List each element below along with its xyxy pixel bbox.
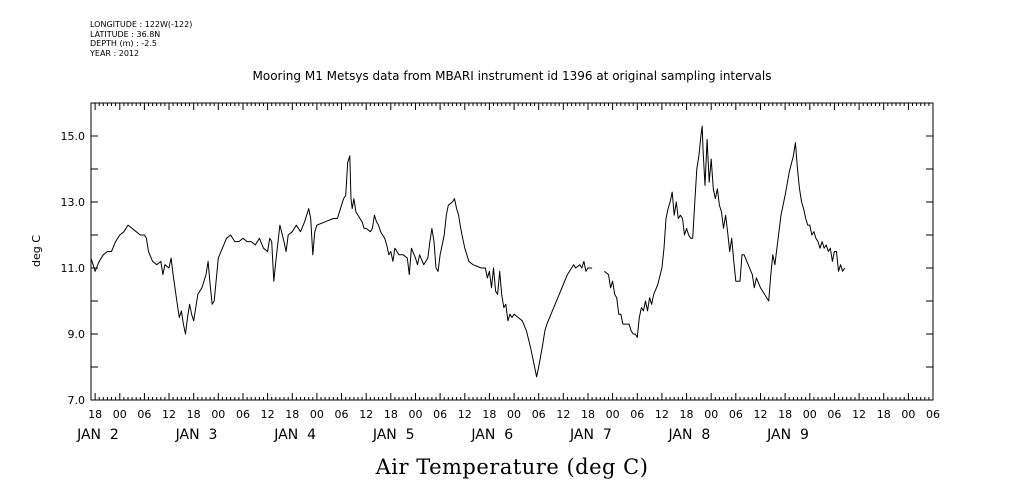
longitude-text: LONGITUDE : 122W(-122) (90, 20, 193, 29)
x-hour-label: 00 (408, 408, 422, 421)
x-hour-label: 12 (753, 408, 767, 421)
x-hour-label: 00 (803, 408, 817, 421)
x-hour-label: 06 (729, 408, 743, 421)
metadata-block: LONGITUDE : 122W(-122) LATITUDE : 36.8N … (90, 20, 192, 58)
x-hour-label: 18 (384, 408, 398, 421)
x-hour-label: 00 (113, 408, 127, 421)
x-hour-label: 00 (211, 408, 225, 421)
x-hour-label: 00 (310, 408, 324, 421)
x-hour-label: 18 (778, 408, 792, 421)
x-hour-label: 18 (187, 408, 201, 421)
x-hour-label: 12 (556, 408, 570, 421)
x-day-label: JAN 3 (175, 427, 218, 443)
x-hour-label: 12 (852, 408, 866, 421)
x-hour-label: 06 (335, 408, 349, 421)
minor-ticks (90, 103, 934, 400)
series-group (90, 125, 846, 378)
x-hour-label: 00 (704, 408, 718, 421)
x-hour-label: 12 (655, 408, 669, 421)
x-hour-label: 12 (162, 408, 176, 421)
x-hour-label: 06 (827, 408, 841, 421)
x-day-label: JAN 6 (470, 427, 513, 443)
x-hour-label: 18 (680, 408, 694, 421)
x-day-label: JAN 8 (668, 427, 711, 443)
x-axis: 18 00 06 12 18 00 06 12 18 00 06 12 18 00 06 12 18 00 06 12… (76, 408, 940, 443)
x-hour-label: 12 (458, 408, 472, 421)
x-hour-label: 00 (507, 408, 521, 421)
y-axis-label: deg C (30, 235, 43, 267)
x-hour-label: 12 (261, 408, 275, 421)
chart-title: Mooring M1 Metsys data from MBARI instru… (253, 69, 772, 83)
x-hour-label: 18 (877, 408, 891, 421)
x-hour-label: 12 (359, 408, 373, 421)
hour-tick-marks (90, 103, 934, 400)
x-axis-label: Air Temperature (deg C) (375, 455, 649, 479)
y-tick-label: 11.0 (61, 262, 86, 275)
y-tick-label: 7.0 (68, 394, 86, 407)
x-hour-label: 18 (88, 408, 102, 421)
y-tick-label: 9.0 (68, 328, 86, 341)
x-hour-label: 06 (137, 408, 151, 421)
y-axis: 7.0 9.0 11.0 13.0 15.0 (61, 102, 933, 407)
depth-text: DEPTH (m) : -2.5 (90, 39, 157, 48)
plot-frame (90, 102, 934, 401)
x-day-label: JAN 9 (766, 427, 809, 443)
temperature-line-segment (604, 125, 846, 338)
temperature-line-segment (90, 155, 593, 378)
x-hour-label: 06 (532, 408, 546, 421)
x-hour-label: 00 (606, 408, 620, 421)
x-hour-label: 18 (285, 408, 299, 421)
x-hour-label: 00 (901, 408, 915, 421)
x-day-label: JAN 7 (569, 427, 612, 443)
x-hour-label: 06 (630, 408, 644, 421)
x-hour-label: 06 (433, 408, 447, 421)
x-hour-label: 18 (581, 408, 595, 421)
x-hour-label: 06 (236, 408, 250, 421)
y-tick-label: 15.0 (61, 130, 86, 143)
x-day-label: JAN 2 (76, 427, 119, 443)
year-text: YEAR : 2012 (90, 48, 140, 58)
x-day-label: JAN 4 (273, 427, 316, 443)
x-day-label: JAN 5 (372, 427, 415, 443)
y-tick-label: 13.0 (61, 196, 86, 209)
x-hour-label: 06 (926, 408, 940, 421)
latitude-text: LATITUDE : 36.8N (90, 29, 161, 39)
x-hour-label: 18 (482, 408, 496, 421)
